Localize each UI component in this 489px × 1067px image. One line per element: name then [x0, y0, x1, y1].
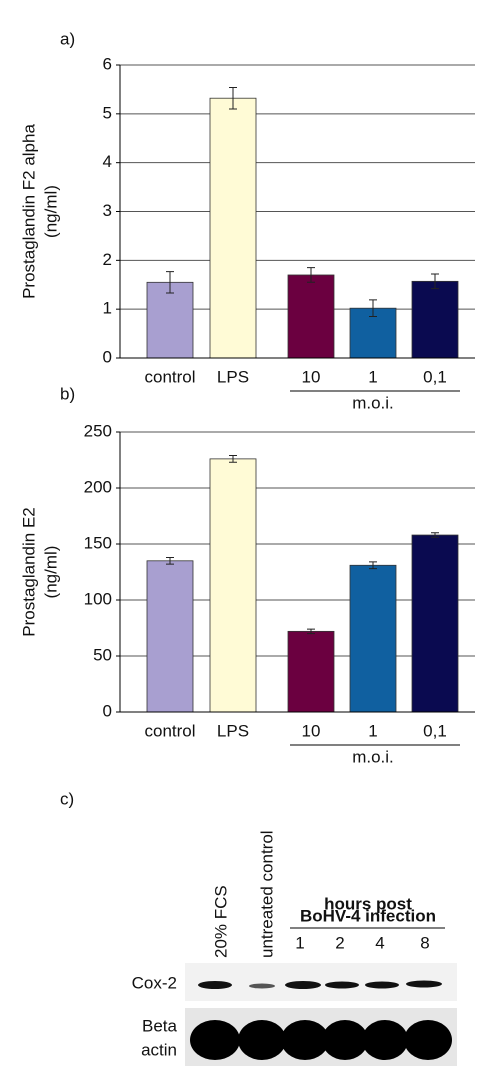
time-lane: 8	[420, 933, 429, 952]
y-tick-label: 3	[103, 201, 112, 220]
bar	[350, 565, 396, 712]
bar	[288, 275, 334, 358]
y-tick-label: 100	[84, 589, 112, 608]
time-header: BoHV-4 infection	[300, 906, 436, 925]
bar	[412, 535, 458, 712]
row-label: Cox-2	[132, 973, 177, 992]
y-tick-label: 50	[93, 645, 112, 664]
y-tick-label: 0	[103, 347, 112, 366]
x-tick-label: 10	[302, 721, 321, 740]
y-tick-label: 2	[103, 250, 112, 269]
panel-label: c)	[60, 789, 74, 808]
lane-label: untreated control	[257, 830, 276, 958]
row-label: actin	[141, 1040, 177, 1059]
y-tick-label: 200	[84, 477, 112, 496]
lane-label: 20% FCS	[211, 885, 230, 958]
time-lane: 2	[335, 933, 344, 952]
x-tick-label: 0,1	[423, 367, 447, 386]
row-label: Beta	[142, 1016, 178, 1035]
time-lane: 1	[295, 933, 304, 952]
y-axis-label: (ng/ml)	[41, 546, 60, 599]
x-tick-label: 1	[368, 721, 377, 740]
y-tick-label: 0	[103, 701, 112, 720]
bar	[147, 561, 193, 712]
y-axis-label: (ng/ml)	[41, 185, 60, 238]
y-axis-label: Prostaglandin E2	[19, 507, 38, 636]
x-tick-label: 1	[368, 367, 377, 386]
time-lane: 4	[375, 933, 384, 952]
bar	[288, 631, 334, 712]
panel-label: a)	[60, 29, 75, 48]
x-tick-label: 0,1	[423, 721, 447, 740]
x-tick-label: control	[144, 721, 195, 740]
panel-label: b)	[60, 384, 75, 403]
y-tick-label: 4	[103, 152, 112, 171]
y-axis-label: Prostaglandin F2 alpha	[19, 124, 38, 299]
x-tick-label: LPS	[217, 367, 249, 386]
group-label: m.o.i.	[352, 747, 394, 766]
x-tick-label: 10	[302, 367, 321, 386]
y-tick-label: 150	[84, 533, 112, 552]
group-label: m.o.i.	[352, 393, 394, 412]
y-tick-label: 1	[103, 299, 112, 318]
bar	[147, 282, 193, 358]
bar	[210, 459, 256, 712]
x-tick-label: control	[144, 367, 195, 386]
actin-bands	[190, 1020, 452, 1060]
bar	[412, 281, 458, 358]
y-tick-label: 250	[84, 421, 112, 440]
figure: c) 20% FCS untreated control hours post …	[0, 0, 489, 1067]
bar	[210, 98, 256, 358]
y-tick-label: 6	[103, 54, 112, 73]
y-tick-label: 5	[103, 103, 112, 122]
x-tick-label: LPS	[217, 721, 249, 740]
